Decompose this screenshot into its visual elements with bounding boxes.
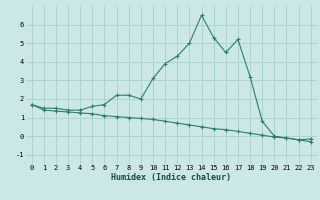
X-axis label: Humidex (Indice chaleur): Humidex (Indice chaleur) <box>111 173 231 182</box>
